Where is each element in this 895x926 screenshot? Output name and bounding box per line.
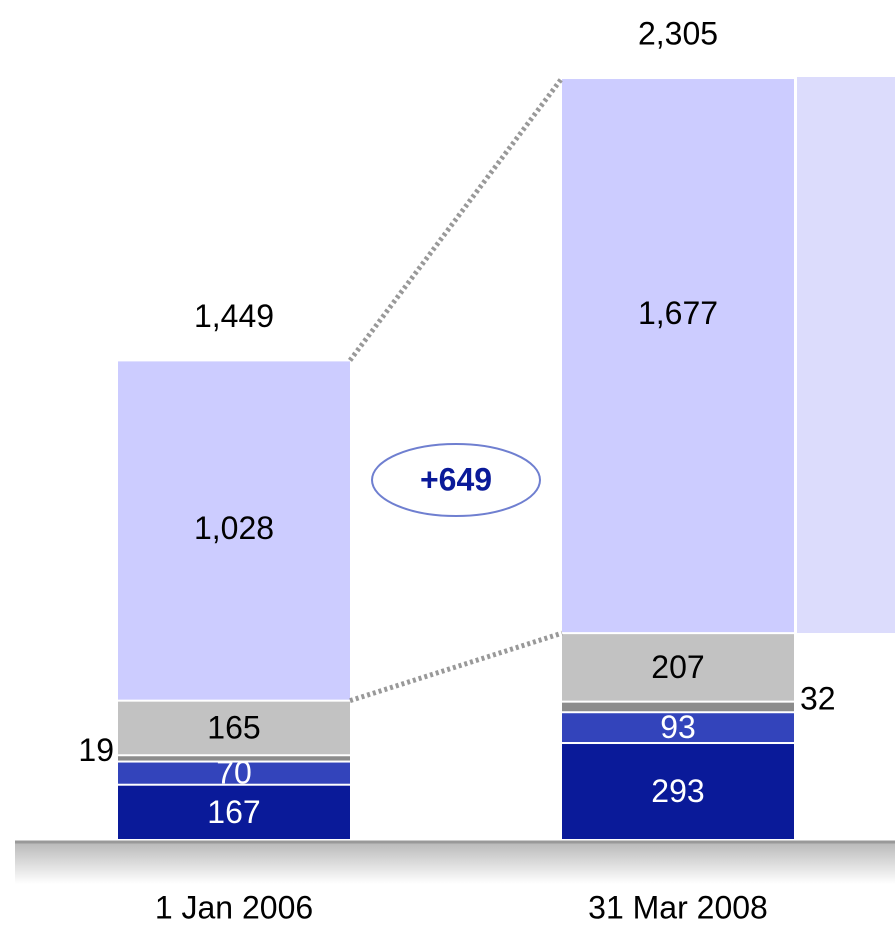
bar-segment [118, 756, 350, 761]
connector [348, 76, 564, 362]
bar-segment [562, 634, 794, 701]
value-label: 293 [651, 773, 704, 809]
value-label: 167 [207, 794, 260, 830]
bar-segment [562, 744, 794, 839]
value-label: 93 [660, 709, 696, 745]
annotation: +649 [420, 461, 492, 497]
bar-segment [118, 762, 350, 784]
bar-segment [118, 785, 350, 839]
value-label: 32 [800, 680, 836, 716]
value-label: 1,677 [638, 295, 718, 331]
value-label: 1,028 [194, 510, 274, 546]
connector [349, 630, 563, 704]
bar-segment [118, 361, 350, 700]
value-label: 207 [651, 649, 704, 685]
bar-segment [118, 701, 350, 755]
baseline-band [15, 842, 895, 884]
total-label: 2,305 [638, 15, 718, 51]
partial-bar [797, 77, 895, 633]
value-label: 165 [207, 709, 260, 745]
bar-segment [562, 713, 794, 743]
total-label: 1,449 [194, 298, 274, 334]
x-tick-label: 1 Jan 2006 [155, 889, 313, 925]
annotation-ellipse [371, 443, 541, 517]
value-label: 19 [78, 732, 114, 768]
bar-segment [562, 702, 794, 712]
x-tick-label: 31 Mar 2008 [588, 889, 768, 925]
value-label: 70 [216, 755, 252, 791]
bar-segment [562, 79, 794, 633]
